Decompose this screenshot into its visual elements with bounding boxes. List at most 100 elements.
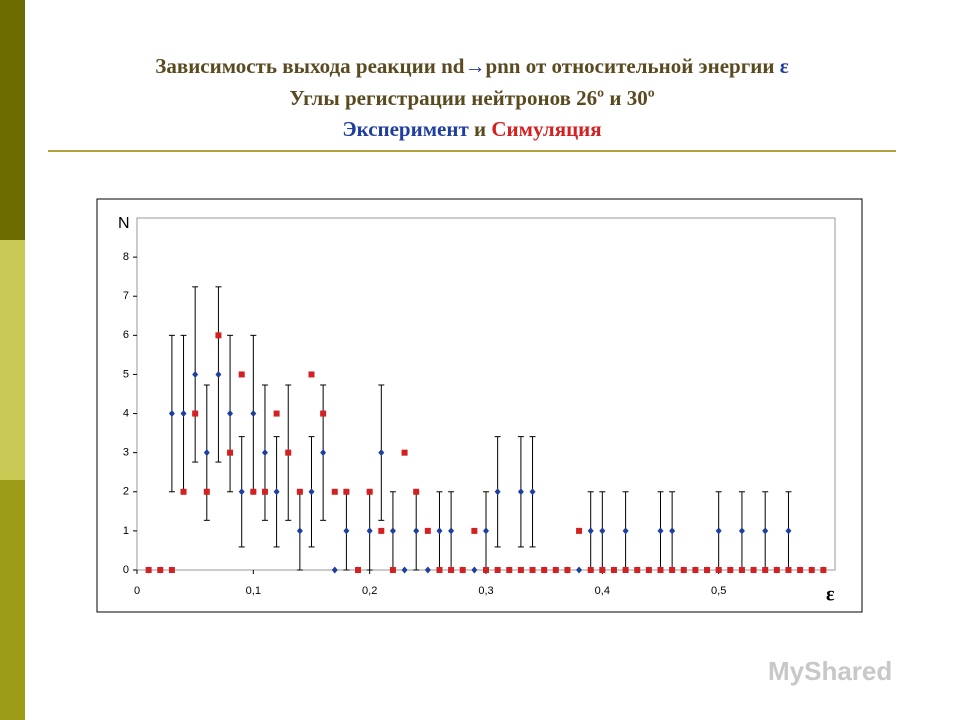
point (622, 527, 629, 535)
legend-label: Эксперимент (342, 117, 469, 141)
point (238, 371, 245, 378)
x-tick-label: 0 (134, 585, 140, 597)
point (599, 527, 606, 535)
point (727, 567, 734, 573)
point (645, 567, 652, 573)
point (227, 449, 234, 456)
point (762, 527, 769, 535)
point (355, 567, 362, 573)
x-axis-label: ε (826, 584, 835, 606)
point (145, 567, 152, 573)
point (587, 527, 594, 535)
y-tick-label: 1 (123, 525, 129, 537)
y-tick-label: 7 (123, 290, 129, 302)
point (448, 567, 455, 573)
point (669, 567, 676, 573)
point (215, 370, 222, 378)
point (750, 567, 757, 573)
y-tick-label: 3 (123, 447, 129, 459)
point (168, 410, 175, 418)
point (331, 488, 338, 495)
point (506, 567, 513, 573)
point (762, 567, 769, 573)
point (308, 371, 315, 378)
point (250, 488, 257, 495)
strip (0, 240, 25, 480)
point (610, 567, 617, 573)
point (517, 567, 524, 573)
point (471, 527, 478, 534)
point (389, 567, 396, 573)
point (180, 410, 187, 418)
point (401, 449, 408, 456)
point (227, 410, 234, 418)
point (529, 567, 536, 573)
point (704, 567, 711, 573)
point (448, 527, 455, 535)
point (238, 488, 245, 496)
text: pnn от относительной энергии (485, 54, 775, 78)
title-line: Углы регистрации нейтронов 26º и 30º (289, 86, 655, 110)
strip (0, 480, 25, 720)
point (622, 567, 629, 573)
point (820, 567, 827, 573)
point (273, 410, 280, 417)
point (366, 488, 373, 495)
point (517, 488, 524, 496)
text: ε (779, 54, 789, 78)
point (215, 332, 222, 339)
point (680, 567, 687, 573)
legend-label: Симуляция (491, 117, 602, 141)
point (576, 527, 583, 534)
point (378, 527, 385, 534)
point (715, 527, 722, 535)
point (494, 488, 501, 496)
point (308, 488, 315, 496)
title-line: Эксперимент и Симуляция (48, 117, 896, 142)
point (576, 566, 583, 574)
point (343, 527, 350, 535)
point (715, 567, 722, 573)
point (343, 488, 350, 495)
point (320, 449, 327, 457)
point (738, 527, 745, 535)
point (483, 527, 489, 535)
point (692, 567, 699, 573)
point (773, 567, 780, 573)
point (808, 567, 815, 573)
strip (0, 0, 25, 240)
x-tick-label: 0,4 (595, 585, 610, 597)
point (494, 567, 501, 573)
point (413, 488, 420, 495)
point (541, 567, 548, 573)
y-tick-label: 2 (123, 486, 129, 498)
point (261, 488, 268, 495)
point (424, 566, 431, 574)
text: и (474, 117, 487, 141)
point (250, 410, 257, 418)
point (436, 567, 443, 573)
x-tick-label: 0,5 (711, 585, 726, 597)
point (285, 449, 292, 456)
point (320, 410, 327, 417)
point (168, 567, 175, 573)
point (657, 567, 664, 573)
point (483, 567, 489, 573)
point (331, 566, 338, 574)
text: → (464, 54, 486, 78)
point (203, 488, 210, 495)
point (669, 527, 676, 535)
point (180, 488, 187, 495)
point (401, 566, 408, 574)
point (587, 567, 594, 573)
point (366, 527, 373, 535)
y-tick-label: 0 (123, 564, 129, 576)
point (273, 488, 280, 496)
point (552, 567, 559, 573)
point (599, 567, 606, 573)
point (785, 567, 792, 573)
point (378, 449, 385, 457)
y-tick-label: 6 (123, 329, 129, 341)
y-tick-label: 4 (123, 407, 129, 419)
